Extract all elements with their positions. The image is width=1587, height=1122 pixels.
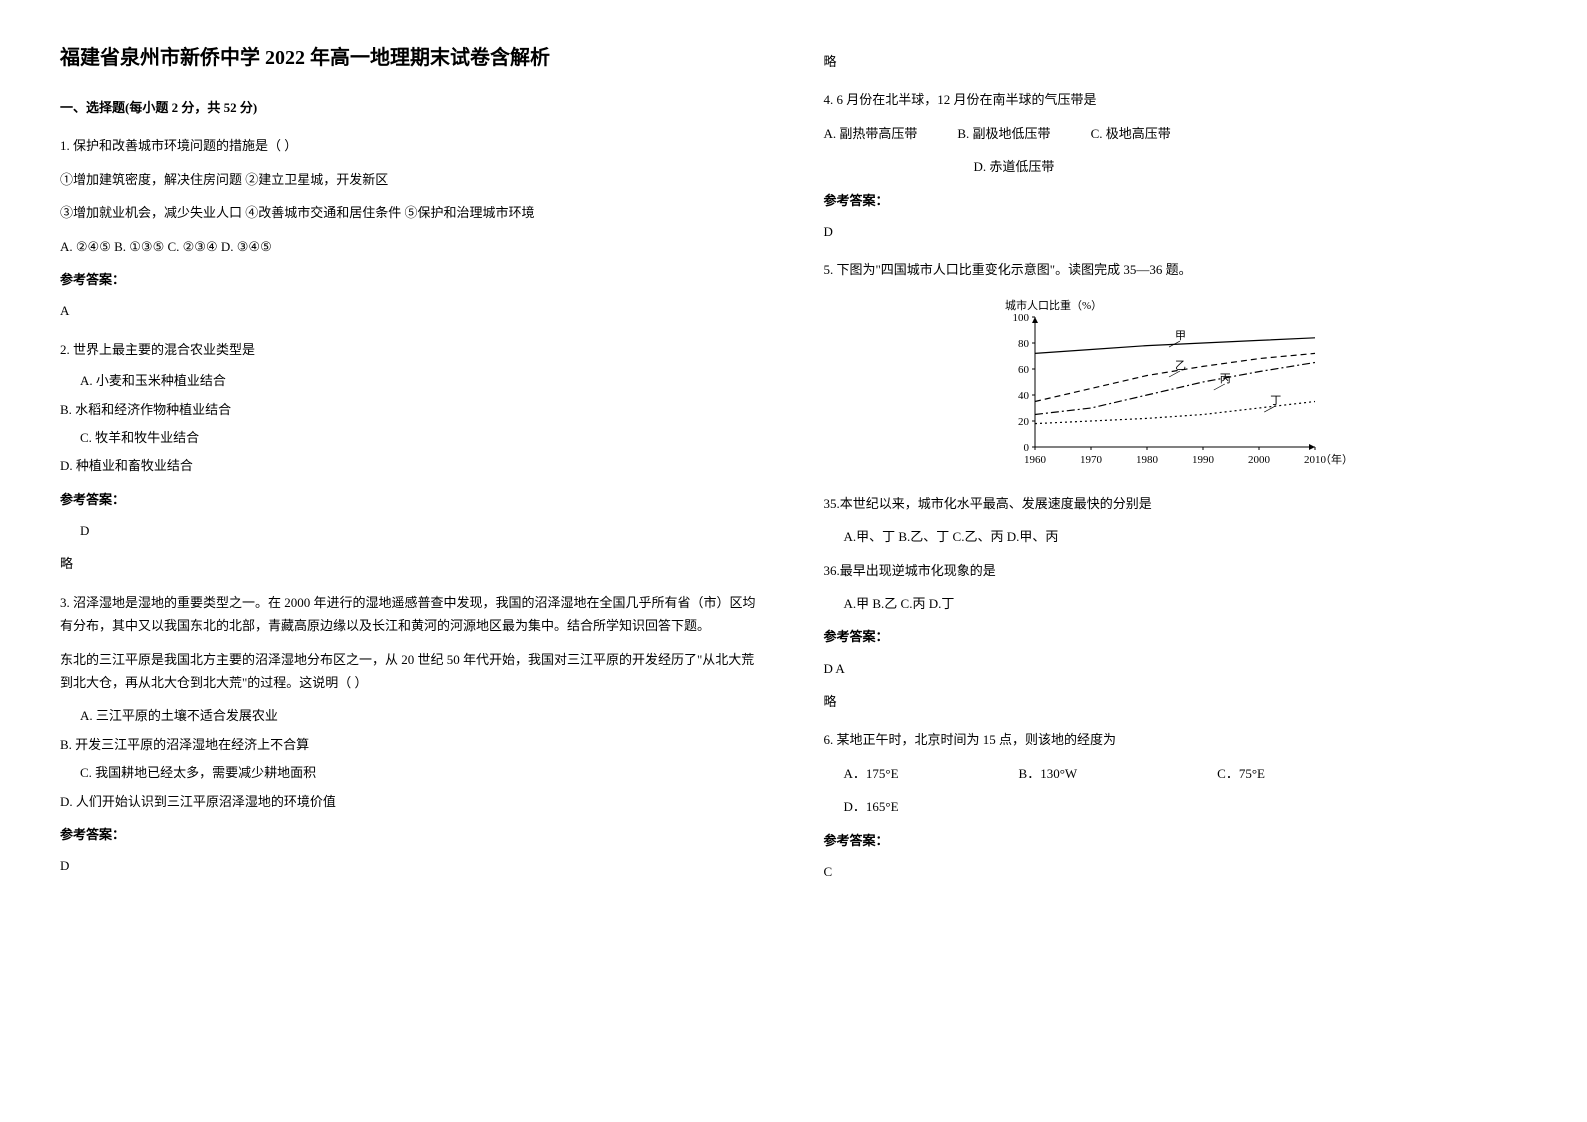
q4-opt-b: B. 副极地低压带 xyxy=(957,122,1050,145)
q2-opt-c: C. 牧羊和牧牛业结合 xyxy=(80,426,764,449)
q5-answer: D A xyxy=(824,657,1528,680)
question-5: 5. 下图为"四国城市人口比重变化示意图"。读图完成 35—36 题。 城市人口… xyxy=(824,258,1528,713)
question-4: 4. 6 月份在北半球，12 月份在南半球的气压带是 A. 副热带高压带 B. … xyxy=(824,88,1528,243)
q2-opt-b: B. 水稻和经济作物种植业结合 xyxy=(60,398,764,421)
question-6: 6. 某地正午时，北京时间为 15 点，则该地的经度为 A．175°E B．13… xyxy=(824,728,1528,883)
svg-text:丙: 丙 xyxy=(1220,373,1231,385)
exam-title: 福建省泉州市新侨中学 2022 年高一地理期末试卷含解析 xyxy=(60,40,764,76)
chart-container: 城市人口比重（%） 0 20 40 60 80 100 1960 1970 1980 1990 200… xyxy=(824,297,1528,477)
question-3: 3. 沼泽湿地是湿地的重要类型之一。在 2000 年进行的湿地遥感普查中发现，我… xyxy=(60,591,764,878)
right-column: 略 4. 6 月份在北半球，12 月份在南半球的气压带是 A. 副热带高压带 B… xyxy=(824,40,1528,898)
q5-sub36: 36.最早出现逆城市化现象的是 xyxy=(824,559,1528,582)
svg-text:1960: 1960 xyxy=(1024,454,1047,466)
q1-options: A. ②④⑤ B. ①③⑤ C. ②③④ D. ③④⑤ xyxy=(60,235,764,258)
question-2: 2. 世界上最主要的混合农业类型是 A. 小麦和玉米种植业结合 B. 水稻和经济… xyxy=(60,338,764,576)
q6-opt-d: D．165°E xyxy=(844,795,1528,818)
q4-text: 4. 6 月份在北半球，12 月份在南半球的气压带是 xyxy=(824,88,1528,111)
q3-opt-c: C. 我国耕地已经太多，需要减少耕地面积 xyxy=(80,761,764,784)
question-1: 1. 保护和改善城市环境问题的措施是（ ） ①增加建筑密度，解决住房问题 ②建立… xyxy=(60,134,764,322)
left-column: 福建省泉州市新侨中学 2022 年高一地理期末试卷含解析 一、选择题(每小题 2… xyxy=(60,40,764,898)
q3-opt-b: B. 开发三江平原的沼泽湿地在经济上不合算 xyxy=(60,733,764,756)
q4-options-row2: D. 赤道低压带 xyxy=(824,155,1528,178)
q6-opt-a: A．175°E xyxy=(844,762,899,785)
q6-options-row1: A．175°E B．130°W C．75°E xyxy=(844,762,1528,785)
answer-label: 参考答案： xyxy=(824,189,1528,212)
q4-answer: D xyxy=(824,220,1528,243)
q5-note: 略 xyxy=(824,690,1528,713)
q5-sub36-opts: A.甲 B.乙 C.丙 D.丁 xyxy=(844,592,1528,615)
svg-text:0: 0 xyxy=(1024,442,1030,454)
svg-text:甲: 甲 xyxy=(1175,330,1186,342)
answer-label: 参考答案： xyxy=(60,488,764,511)
q1-items2: ③增加就业机会，减少失业人口 ④改善城市交通和居住条件 ⑤保护和治理城市环境 xyxy=(60,201,764,224)
q6-opt-c: C．75°E xyxy=(1217,762,1265,785)
q3-opt-a: A. 三江平原的土壤不适合发展农业 xyxy=(80,704,764,727)
svg-text:城市人口比重（%）: 城市人口比重（%） xyxy=(1005,298,1102,312)
q3-note: 略 xyxy=(824,50,1528,73)
q4-opt-a: A. 副热带高压带 xyxy=(824,122,918,145)
q3-text2: 东北的三江平原是我国北方主要的沼泽湿地分布区之一，从 20 世纪 50 年代开始… xyxy=(60,648,764,695)
q2-note: 略 xyxy=(60,552,764,575)
answer-label: 参考答案： xyxy=(60,823,764,846)
svg-text:丁: 丁 xyxy=(1270,395,1281,407)
answer-label: 参考答案： xyxy=(824,829,1528,852)
q6-answer: C xyxy=(824,860,1528,883)
q5-sub35-opts: A.甲、丁 B.乙、丁 C.乙、丙 D.甲、丙 xyxy=(844,525,1528,548)
svg-text:2000: 2000 xyxy=(1248,454,1271,466)
urbanization-chart: 城市人口比重（%） 0 20 40 60 80 100 1960 1970 1980 1990 200… xyxy=(995,297,1355,477)
svg-text:100: 100 xyxy=(1013,312,1030,324)
q3-opt-d: D. 人们开始认识到三江平原沼泽湿地的环境价值 xyxy=(60,790,764,813)
q5-text: 5. 下图为"四国城市人口比重变化示意图"。读图完成 35—36 题。 xyxy=(824,258,1528,281)
q2-answer: D xyxy=(80,519,764,542)
q2-opt-d: D. 种植业和畜牧业结合 xyxy=(60,454,764,477)
q6-text: 6. 某地正午时，北京时间为 15 点，则该地的经度为 xyxy=(824,728,1528,751)
svg-text:1990: 1990 xyxy=(1192,454,1215,466)
q1-items: ①增加建筑密度，解决住房问题 ②建立卫星城，开发新区 xyxy=(60,168,764,191)
svg-text:60: 60 xyxy=(1018,364,1030,376)
svg-text:40: 40 xyxy=(1018,390,1030,402)
svg-text:乙: 乙 xyxy=(1175,359,1186,372)
q4-opt-c: C. 极地高压带 xyxy=(1091,122,1171,145)
q1-answer: A xyxy=(60,299,764,322)
answer-label: 参考答案： xyxy=(60,268,764,291)
svg-text:20: 20 xyxy=(1018,416,1030,428)
q3-text: 3. 沼泽湿地是湿地的重要类型之一。在 2000 年进行的湿地遥感普查中发现，我… xyxy=(60,591,764,638)
answer-label: 参考答案： xyxy=(824,625,1528,648)
q1-text: 1. 保护和改善城市环境问题的措施是（ ） xyxy=(60,134,764,157)
svg-text:1970: 1970 xyxy=(1080,454,1103,466)
q5-sub35: 35.本世纪以来，城市化水平最高、发展速度最快的分别是 xyxy=(824,492,1528,515)
q4-options-row1: A. 副热带高压带 B. 副极地低压带 C. 极地高压带 xyxy=(824,122,1528,145)
q6-opt-b: B．130°W xyxy=(1019,762,1078,785)
q2-opt-a: A. 小麦和玉米种植业结合 xyxy=(80,369,764,392)
q4-opt-d: D. 赤道低压带 xyxy=(974,155,1055,178)
q3-answer: D xyxy=(60,854,764,877)
svg-text:1980: 1980 xyxy=(1136,454,1159,466)
q2-text: 2. 世界上最主要的混合农业类型是 xyxy=(60,338,764,361)
section-header: 一、选择题(每小题 2 分，共 52 分) xyxy=(60,96,764,119)
svg-text:（年）: （年） xyxy=(1320,452,1353,466)
svg-text:80: 80 xyxy=(1018,338,1030,350)
